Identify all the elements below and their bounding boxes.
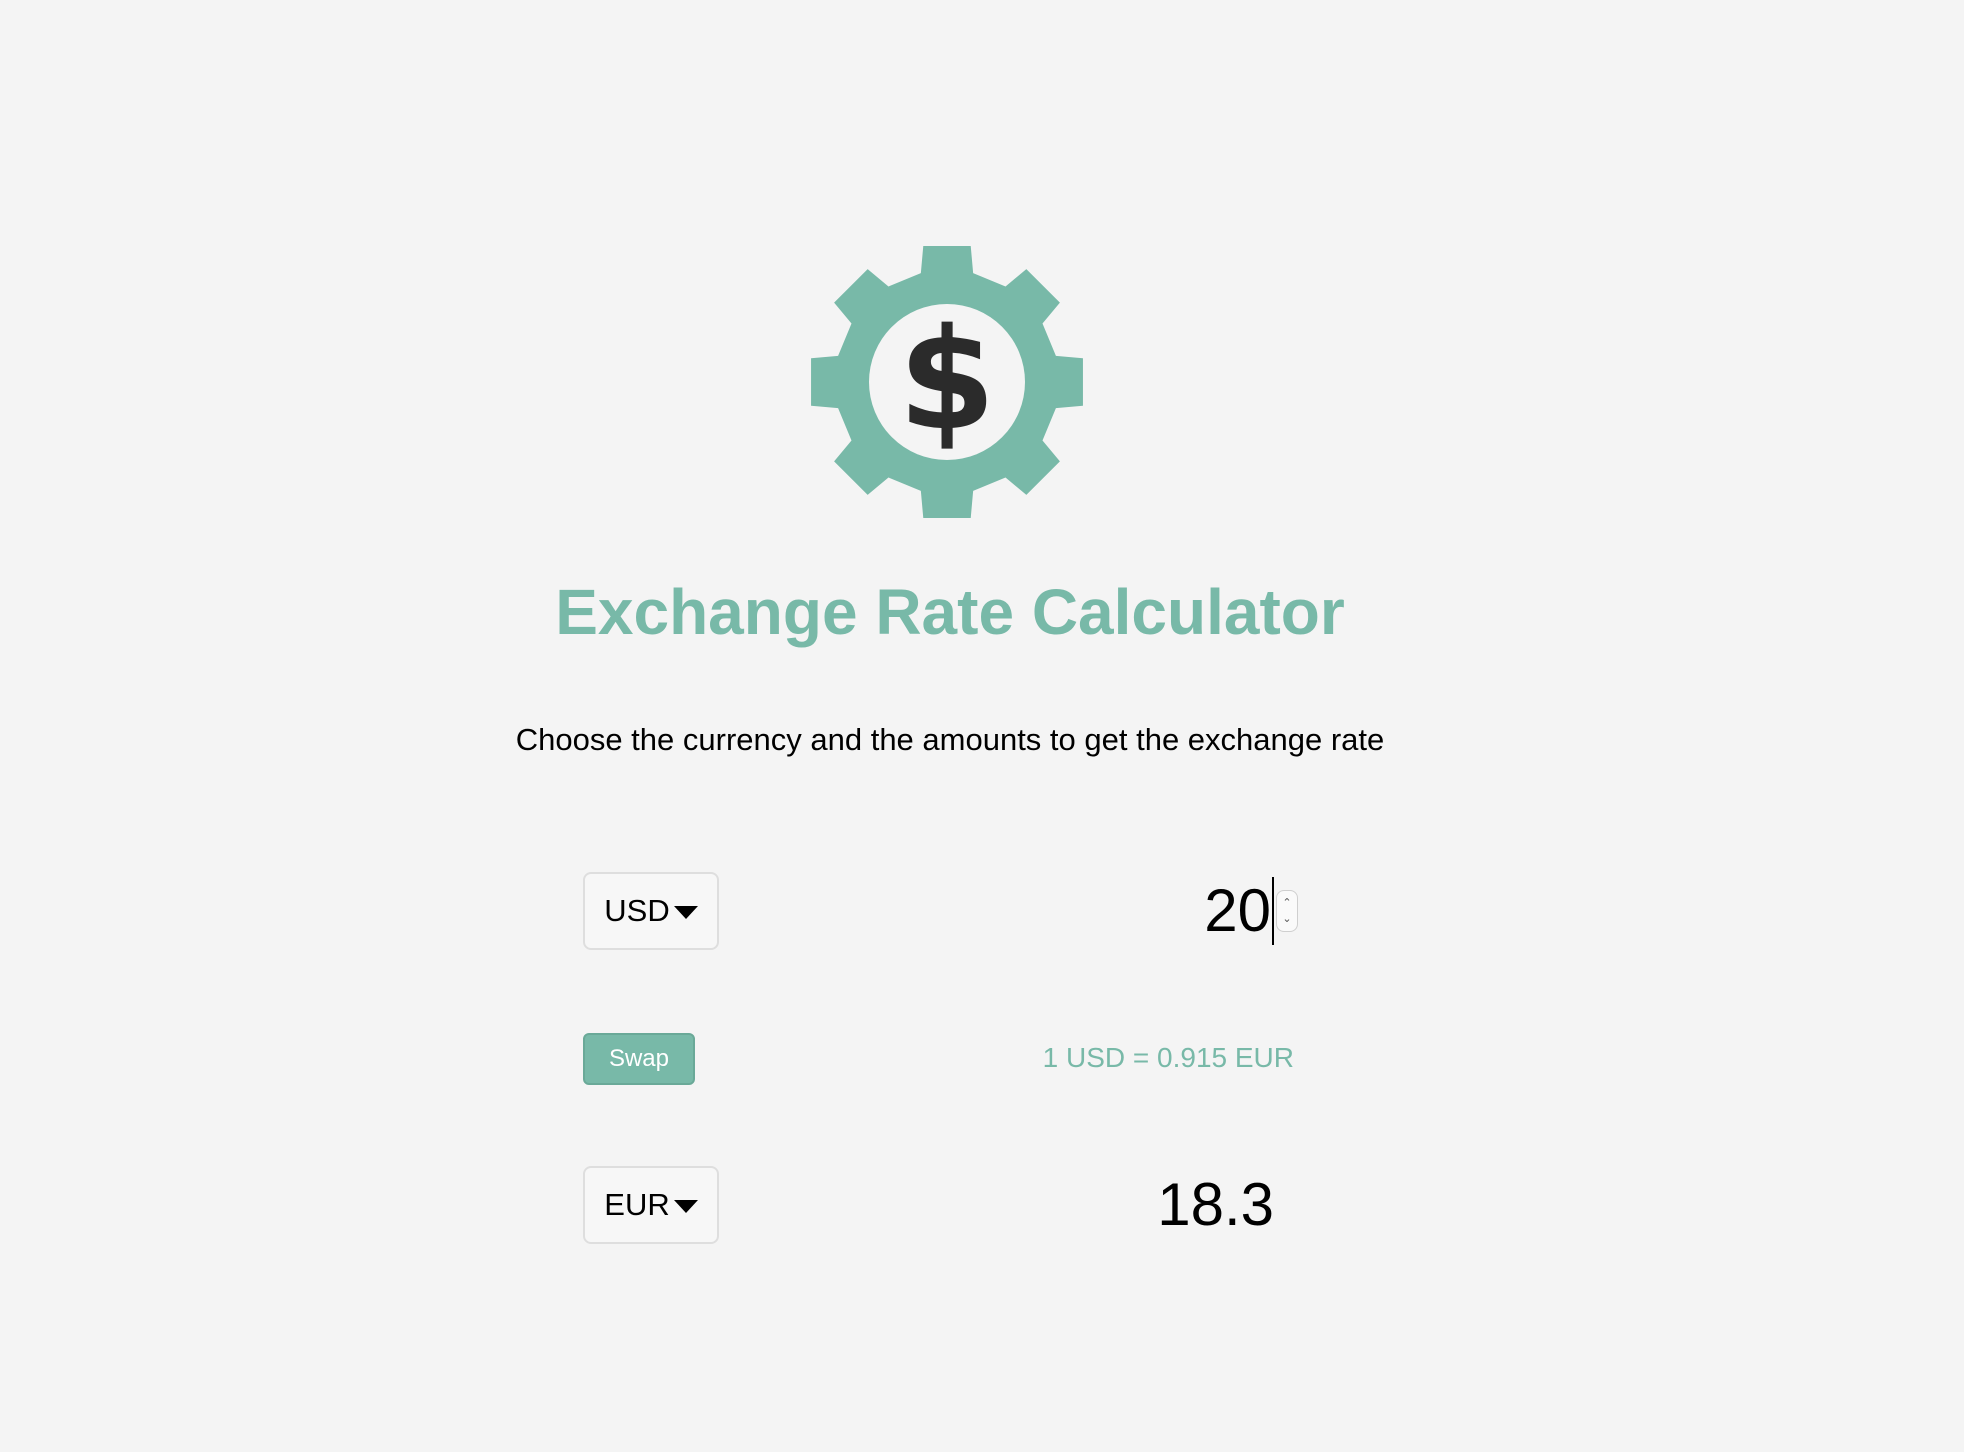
stepper-down-icon[interactable]: ⌄ xyxy=(1282,913,1292,925)
amount-one-value: 20 xyxy=(1204,877,1271,944)
page-subtitle: Choose the currency and the amounts to g… xyxy=(515,722,1385,757)
amount-two-value: 18.3 xyxy=(1157,1171,1274,1238)
page-title: Exchange Rate Calculator xyxy=(555,576,1345,648)
number-stepper[interactable]: ⌃ ⌄ xyxy=(1276,890,1298,932)
gear-icon xyxy=(811,246,1083,518)
chevron-down-icon xyxy=(673,1199,698,1213)
currency-one-code: USD xyxy=(604,893,670,928)
currency-one-select[interactable]: USD xyxy=(583,872,719,950)
rate-display: 1 USD = 0.915 EUR xyxy=(1042,1042,1294,1073)
currency-two-select[interactable]: EUR xyxy=(583,1166,719,1244)
stepper-up-icon[interactable]: ⌃ xyxy=(1282,897,1292,909)
gear-dollar-icon: $ xyxy=(811,246,1083,518)
chevron-down-icon xyxy=(673,905,698,919)
swap-button[interactable]: Swap xyxy=(583,1033,695,1085)
text-cursor xyxy=(1272,877,1274,945)
currency-two-code: EUR xyxy=(604,1187,670,1222)
dollar-icon: $ xyxy=(898,299,995,462)
amount-one-input[interactable]: 20 ⌃ ⌄ xyxy=(1150,872,1298,950)
